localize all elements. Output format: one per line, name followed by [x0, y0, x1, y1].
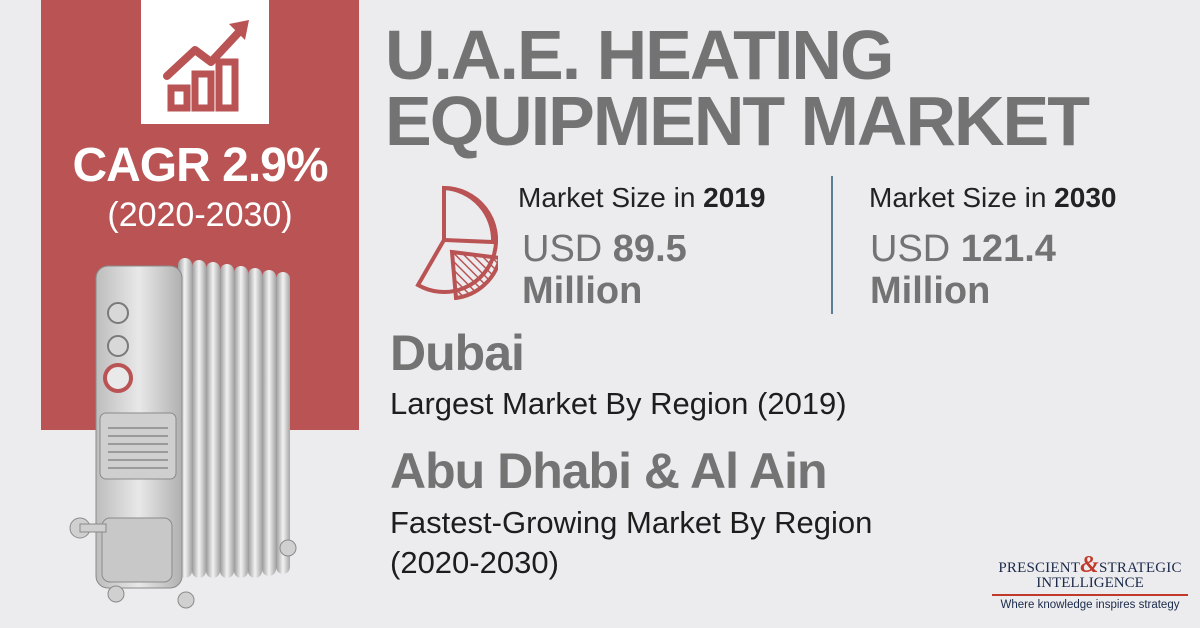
page-title: U.A.E. HEATING EQUIPMENT MARKET [385, 16, 1090, 160]
pie-chart-icon [415, 185, 498, 300]
logo-bar [992, 594, 1188, 596]
logo-name-line1: PRESCIENT&STRATEGIC [998, 552, 1182, 578]
divider [831, 176, 833, 314]
market-size-2030-value: USD 121.4 Million [870, 228, 1056, 312]
oil-heater-image [69, 258, 297, 609]
market-size-2019-label: Market Size in 2019 [518, 182, 766, 213]
region-dubai-description: Largest Market By Region (2019) [390, 386, 847, 421]
region-abu-dhabi-name: Abu Dhabi & Al Ain [390, 443, 828, 499]
region-abu-dhabi-description: Fastest-Growing Market By Region (2020-2… [390, 503, 872, 583]
growth-chart-icon [163, 20, 249, 112]
company-logo: PRESCIENT&STRATEGIC INTELLIGENCE Where k… [992, 552, 1188, 611]
market-size-2019-value: USD 89.5 Million [522, 228, 687, 312]
logo-tagline: Where knowledge inspires strategy [1000, 599, 1180, 611]
region-abu-dhabi-description-line1: Fastest-Growing Market By Region [390, 505, 873, 540]
cagr-value: CAGR 2.9% [72, 139, 328, 192]
growth-chart-icon-box [141, 0, 269, 124]
cagr-period: (2020-2030) [107, 196, 293, 234]
market-size-2030-label: Market Size in 2030 [869, 182, 1117, 213]
region-dubai-name: Dubai [390, 325, 525, 381]
region-abu-dhabi-description-line2: (2020-2030) [390, 545, 559, 580]
logo-name-line2: INTELLIGENCE [1036, 575, 1144, 591]
